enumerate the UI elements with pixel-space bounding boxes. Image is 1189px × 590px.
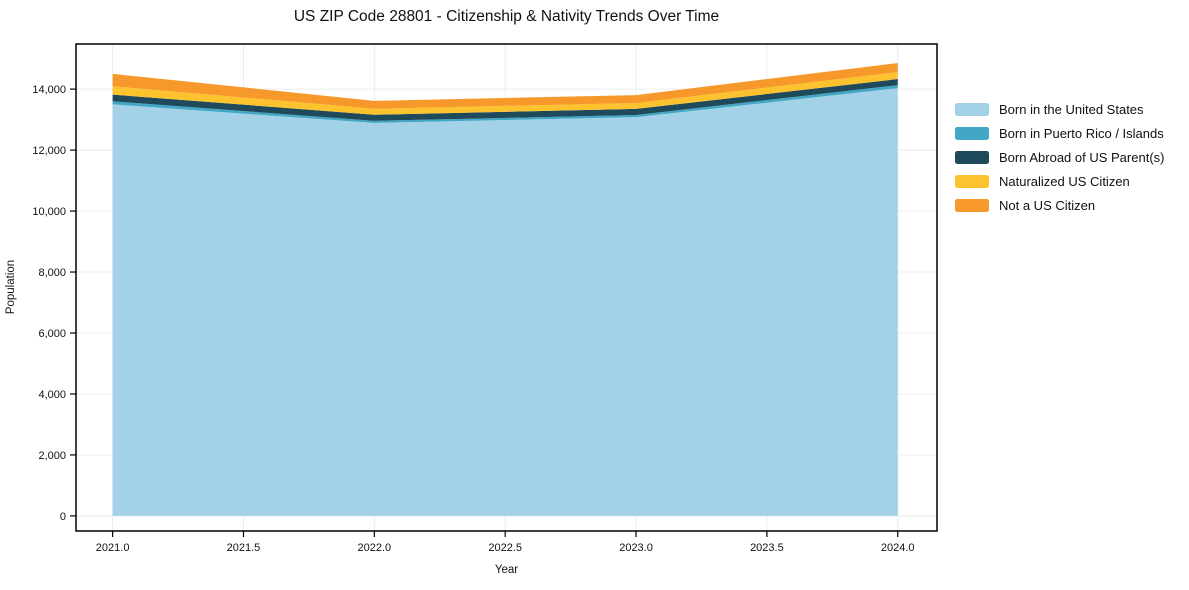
x-tick-label: 2023.5 xyxy=(750,542,784,554)
x-tick-label: 2022.0 xyxy=(358,542,392,554)
x-tick-label: 2021.0 xyxy=(96,542,130,554)
legend-swatch-born-abroad xyxy=(955,151,989,164)
y-tick-label: 12,000 xyxy=(32,145,66,157)
legend-item: Born in Puerto Rico / Islands xyxy=(955,126,1164,141)
area-series-4 xyxy=(112,63,898,109)
x-tick-label: 2024.0 xyxy=(881,542,915,554)
y-tick-label: 8,000 xyxy=(38,267,66,279)
y-tick-label: 14,000 xyxy=(32,84,66,96)
legend-label: Not a US Citizen xyxy=(999,198,1096,213)
legend-item: Not a US Citizen xyxy=(955,198,1164,213)
legend-label: Born in Puerto Rico / Islands xyxy=(999,126,1164,141)
legend-swatch-born-in-puerto-rico xyxy=(955,127,989,140)
y-axis-label: Population xyxy=(5,259,17,315)
x-tick-label: 2023.0 xyxy=(619,542,653,554)
legend-item: Born in the United States xyxy=(955,102,1164,117)
area-series-3 xyxy=(112,72,898,115)
chart-title: US ZIP Code 28801 - Citizenship & Nativi… xyxy=(293,8,720,25)
x-tick-label: 2021.5 xyxy=(227,542,261,554)
y-tick-label: 4,000 xyxy=(38,389,66,401)
legend-swatch-not-citizen xyxy=(955,199,989,212)
x-tick-label: 2022.5 xyxy=(488,542,522,554)
legend-swatch-born-in-us xyxy=(955,103,989,116)
y-tick-label: 6,000 xyxy=(38,328,66,340)
area-series-1 xyxy=(112,85,898,123)
legend-item: Born Abroad of US Parent(s) xyxy=(955,150,1164,165)
legend-label: Naturalized US Citizen xyxy=(999,174,1130,189)
plot-border xyxy=(75,43,938,532)
legend-label: Born in the United States xyxy=(999,102,1144,117)
legend: Born in the United States Born in Puerto… xyxy=(955,102,1164,222)
area-series-2 xyxy=(112,79,898,121)
y-tick-label: 10,000 xyxy=(32,206,66,218)
legend-swatch-naturalized xyxy=(955,175,989,188)
x-axis-label: Year xyxy=(494,564,519,576)
y-tick-label: 2,000 xyxy=(38,450,66,462)
legend-label: Born Abroad of US Parent(s) xyxy=(999,150,1165,165)
area-series-0 xyxy=(112,88,898,516)
legend-item: Naturalized US Citizen xyxy=(955,174,1164,189)
y-tick-label: 0 xyxy=(60,511,66,523)
